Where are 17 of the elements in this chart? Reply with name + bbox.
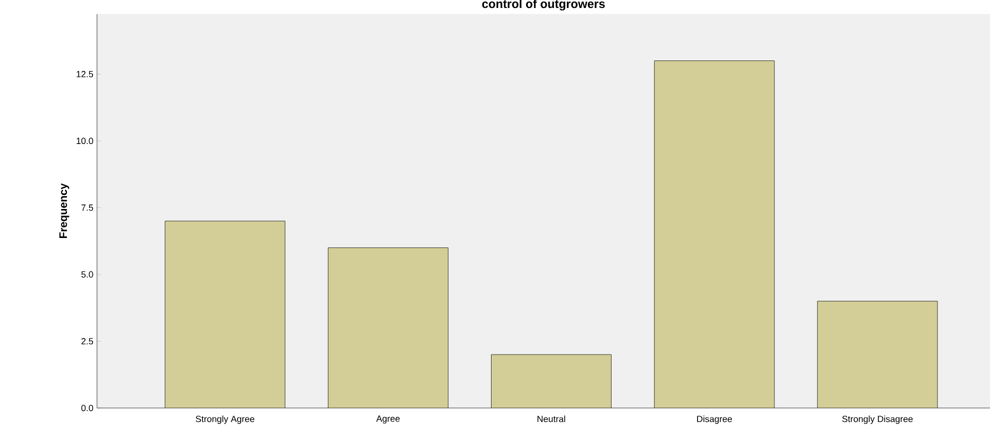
y-tick-label: 12.5 [76,70,94,78]
bar [328,248,448,408]
x-tick-label: Agree [376,416,400,424]
x-tick-label: Disagree [697,416,732,424]
y-tick-label: 0.0 [81,404,94,412]
x-tick-label: Neutral [538,416,566,422]
bar [491,354,612,408]
y-tick-label: 10.0 [76,138,94,144]
y-tick-label: 7.5 [81,204,94,211]
bar [654,60,774,408]
bar [165,221,286,408]
y-tick-label: 5.0 [81,271,94,278]
y-tick-label: 2.5 [81,338,94,344]
y-axis-title: Frequency [59,183,70,238]
x-tick-label: Strongly Disagree [842,416,913,424]
bar [817,300,938,408]
x-tick-label: Strongly Agree [196,416,254,424]
